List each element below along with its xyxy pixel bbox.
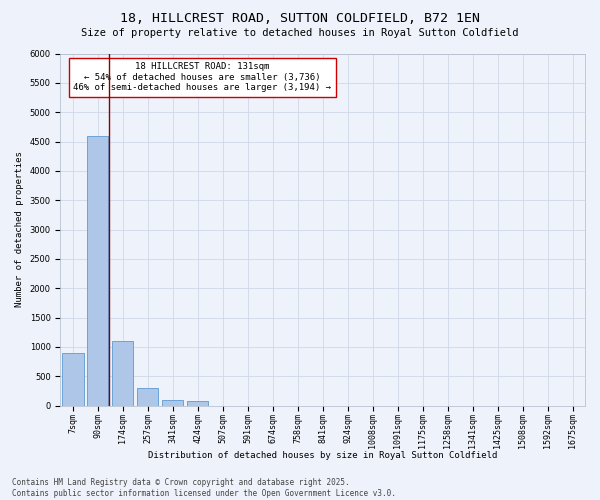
Bar (187, 402, 208, 406)
Text: Contains HM Land Registry data © Crown copyright and database right 2025.
Contai: Contains HM Land Registry data © Crown c… (12, 478, 396, 498)
X-axis label: Distribution of detached houses by size in Royal Sutton Coldfield: Distribution of detached houses by size … (148, 451, 497, 460)
Bar (162, 400, 184, 406)
Bar (137, 388, 158, 406)
Text: 18, HILLCREST ROAD, SUTTON COLDFIELD, B72 1EN: 18, HILLCREST ROAD, SUTTON COLDFIELD, B7… (120, 12, 480, 26)
Text: Size of property relative to detached houses in Royal Sutton Coldfield: Size of property relative to detached ho… (81, 28, 519, 38)
Bar (62, 353, 83, 406)
Bar (112, 341, 133, 406)
Y-axis label: Number of detached properties: Number of detached properties (15, 152, 24, 308)
Text: 18 HILLCREST ROAD: 131sqm
← 54% of detached houses are smaller (3,736)
46% of se: 18 HILLCREST ROAD: 131sqm ← 54% of detac… (73, 62, 331, 92)
Bar (87, 136, 109, 406)
